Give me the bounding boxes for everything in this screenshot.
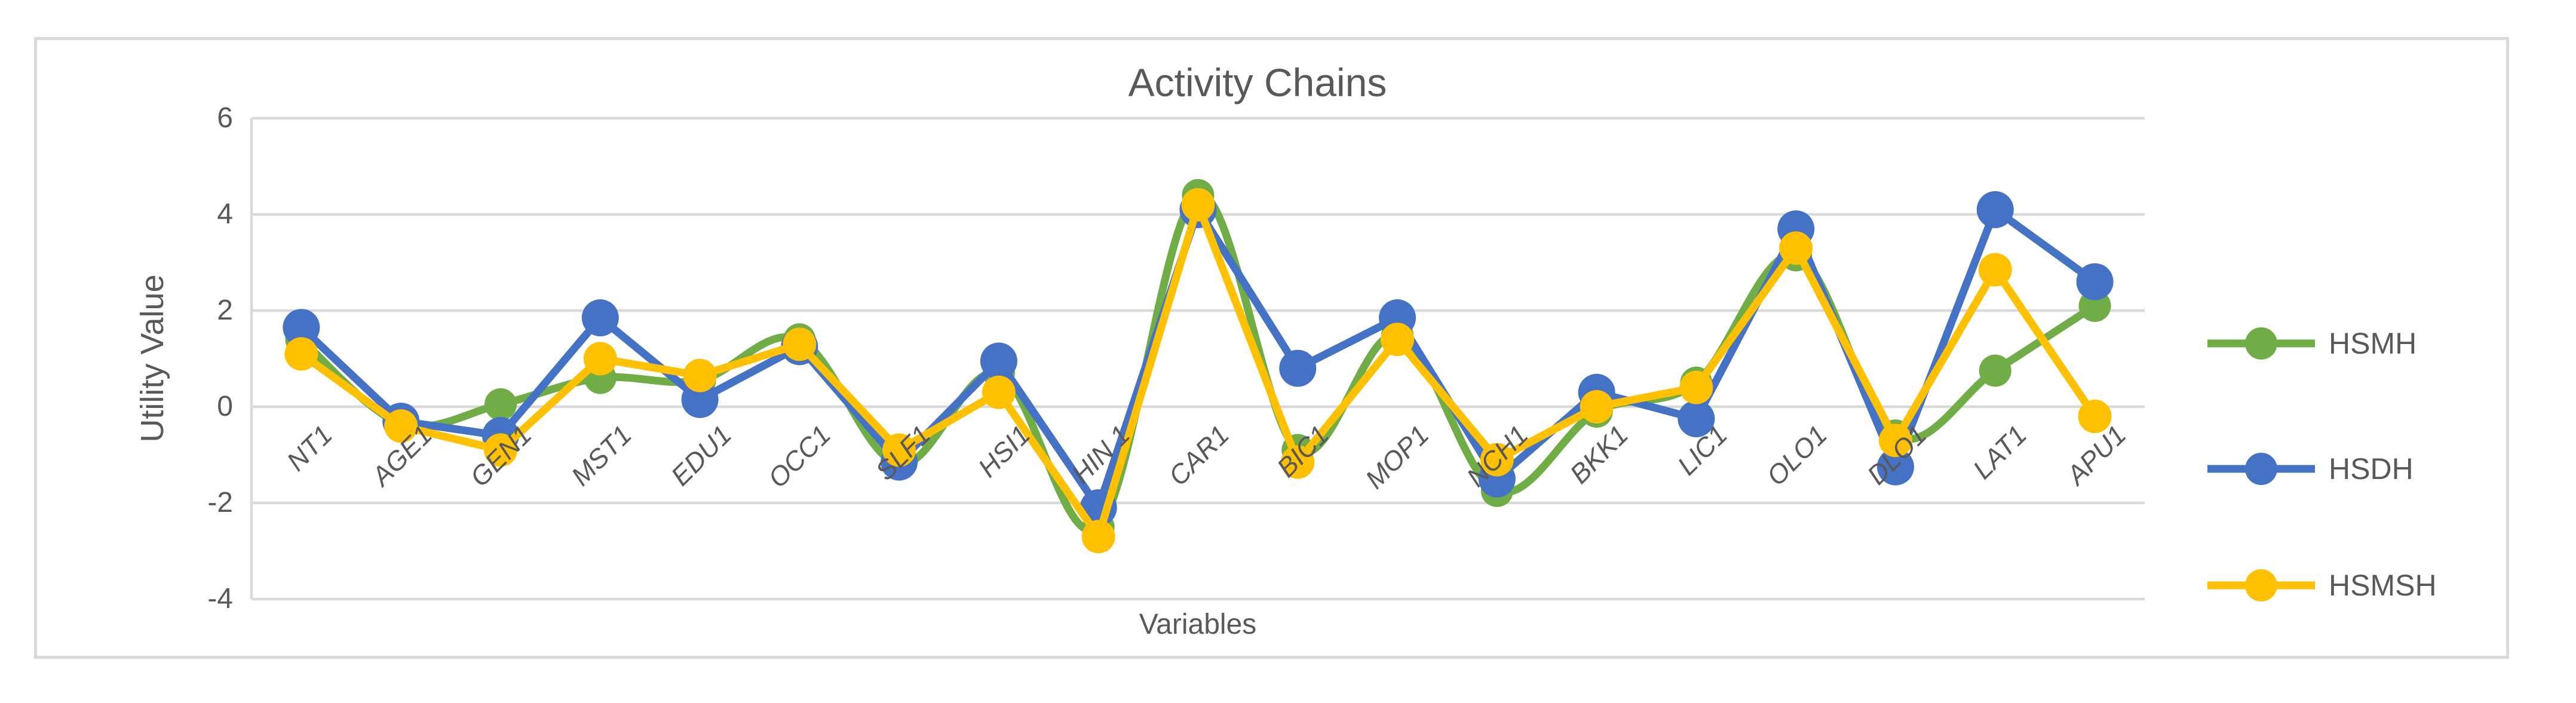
figure-border — [34, 37, 2509, 659]
y-tick-label: -2 — [207, 487, 233, 518]
legend-label: HSDH — [2329, 452, 2414, 486]
legend-entry-hsmh: HSMH — [2204, 324, 2416, 363]
data-point-marker — [681, 380, 719, 418]
data-point-marker — [284, 337, 318, 371]
data-point-marker — [384, 409, 418, 443]
data-point-marker — [783, 327, 817, 361]
data-point-marker — [1978, 253, 2012, 287]
data-point-marker — [1679, 370, 1713, 404]
data-point-marker — [1879, 423, 1912, 458]
data-point-marker — [980, 342, 1017, 380]
y-tick-label: 6 — [217, 102, 233, 134]
data-point-marker — [1081, 520, 1115, 554]
data-point-marker — [1976, 191, 2014, 228]
data-point-marker — [583, 342, 617, 376]
data-point-marker — [2076, 263, 2114, 300]
data-point-marker — [2078, 400, 2112, 434]
data-point-marker — [283, 309, 320, 346]
data-point-marker — [1580, 390, 1614, 423]
data-point-marker — [1279, 349, 1317, 387]
legend-marker — [2245, 327, 2277, 360]
legend-marker — [2245, 569, 2277, 601]
series-hsmsh — [284, 188, 2112, 554]
data-point-marker — [1877, 448, 1914, 486]
legend-line-marker-icon — [2207, 327, 2315, 360]
legend-line-marker-icon — [2207, 569, 2315, 601]
y-tick-label: 2 — [217, 294, 233, 326]
data-point-marker — [683, 358, 717, 392]
data-point-marker — [882, 433, 916, 467]
data-point-marker — [1281, 445, 1315, 479]
y-tick-label: -4 — [207, 583, 233, 615]
y-tick-label: 4 — [217, 198, 233, 230]
series-line — [297, 201, 2099, 541]
data-point-marker — [982, 375, 1016, 409]
legend-line-marker-icon — [2207, 453, 2315, 485]
data-point-marker — [1979, 354, 2011, 387]
data-point-marker — [1181, 188, 1215, 222]
legend-label: HSMSH — [2329, 569, 2437, 602]
data-point-marker — [581, 299, 619, 337]
x-axis-title: Variables — [1139, 609, 1257, 640]
chart-title: Activity Chains — [1128, 60, 1387, 105]
data-point-marker — [484, 433, 517, 467]
legend-entry-hsdh: HSDH — [2204, 450, 2414, 488]
data-point-marker — [484, 388, 517, 420]
y-tick-label: 0 — [217, 391, 233, 422]
data-point-marker — [1381, 323, 1415, 357]
series-line — [297, 191, 2099, 535]
legend-marker — [2245, 453, 2277, 485]
legend-label: HSMH — [2329, 327, 2417, 360]
data-point-marker — [1480, 443, 1514, 477]
legend-entry-hsmsh: HSMSH — [2204, 566, 2437, 604]
data-point-marker — [1678, 400, 1715, 438]
data-point-marker — [1779, 231, 1813, 265]
